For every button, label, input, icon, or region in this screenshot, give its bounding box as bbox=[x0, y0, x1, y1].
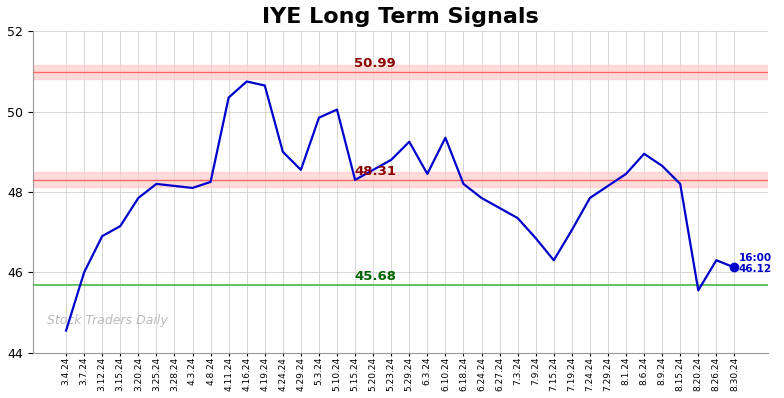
Text: 45.68: 45.68 bbox=[354, 270, 397, 283]
Title: IYE Long Term Signals: IYE Long Term Signals bbox=[262, 7, 539, 27]
Text: 50.99: 50.99 bbox=[354, 57, 396, 70]
Bar bbox=[33, 64, 768, 79]
Text: Stock Traders Daily: Stock Traders Daily bbox=[47, 314, 168, 327]
Text: 48.31: 48.31 bbox=[354, 165, 397, 178]
Text: 16:00
46.12: 16:00 46.12 bbox=[739, 253, 772, 274]
Bar bbox=[33, 172, 768, 187]
